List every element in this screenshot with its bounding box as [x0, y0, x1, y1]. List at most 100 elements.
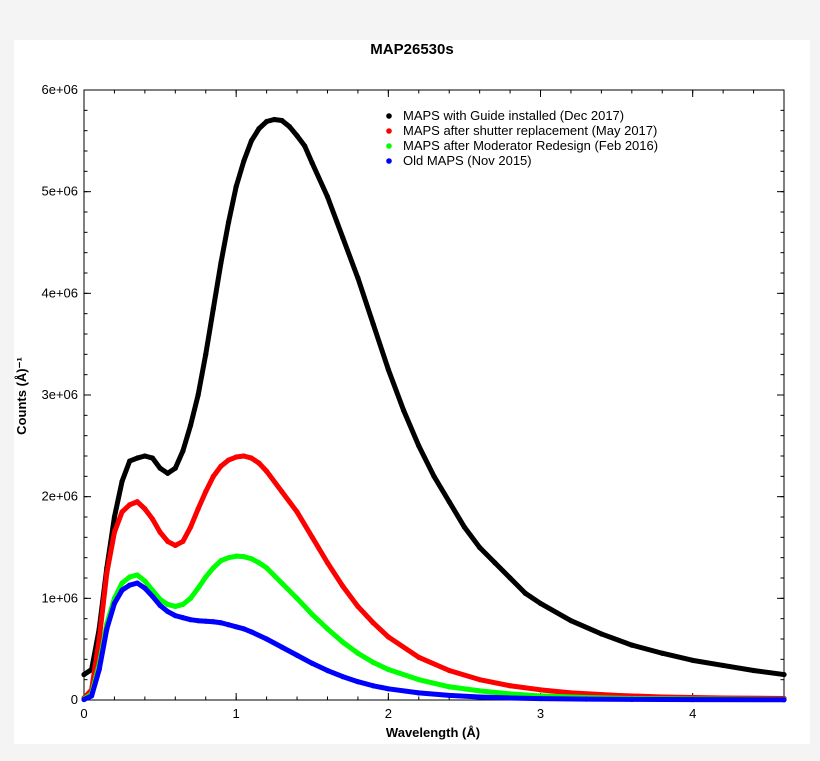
data-point	[157, 465, 163, 471]
data-point	[355, 679, 361, 685]
data-point	[750, 667, 757, 674]
data-point	[264, 118, 270, 125]
chart-frame: MAP26530s 0 1 2 3 4 0 1e+06 2e+06 3e+06 4e+06 5e+…	[14, 40, 810, 744]
data-point	[370, 659, 376, 665]
data-point	[690, 696, 696, 703]
series-line	[81, 553, 787, 702]
data-point	[537, 695, 544, 702]
y-tick-label: 4e+06	[41, 285, 78, 300]
data-point	[218, 558, 224, 564]
x-tick-label: 2	[385, 706, 392, 721]
data-point	[477, 677, 483, 683]
data-point	[89, 693, 95, 699]
data-point	[165, 601, 171, 608]
data-point	[218, 260, 224, 266]
data-point	[210, 565, 216, 571]
x-tick-label: 1	[233, 706, 240, 721]
data-point	[309, 534, 315, 540]
legend-label: MAPS after shutter replacement (May 2017…	[403, 123, 657, 138]
data-point	[127, 574, 133, 580]
data-point	[134, 572, 140, 578]
data-point	[324, 194, 331, 200]
legend-marker	[386, 158, 392, 164]
data-point	[180, 448, 186, 454]
series-0	[81, 116, 787, 678]
data-point	[385, 686, 391, 692]
data-point	[294, 652, 300, 658]
data-point	[690, 657, 696, 663]
data-point	[370, 683, 376, 689]
data-point	[537, 687, 544, 693]
data-point	[355, 275, 361, 281]
data-point	[142, 506, 148, 512]
data-point	[416, 443, 422, 449]
data-point	[264, 565, 270, 571]
legend-label: MAPS after Moderator Redesign (Feb 2016)	[403, 138, 658, 153]
data-point	[461, 524, 468, 530]
data-point	[309, 160, 315, 166]
data-point	[96, 636, 102, 642]
data-point	[507, 691, 513, 697]
data-point	[111, 514, 118, 520]
data-point	[279, 117, 285, 124]
data-point	[385, 366, 391, 373]
data-point	[104, 626, 110, 632]
data-point	[781, 671, 787, 678]
data-point	[187, 595, 194, 601]
data-point	[781, 697, 787, 703]
data-point	[522, 590, 528, 596]
data-point	[241, 158, 247, 164]
legend-marker	[386, 113, 392, 119]
y-tick-label: 6e+06	[41, 82, 78, 97]
data-point	[568, 618, 574, 624]
data-point	[172, 465, 178, 471]
data-point	[264, 468, 270, 474]
data-point	[279, 488, 285, 495]
data-point	[477, 688, 483, 694]
series-2	[81, 553, 787, 703]
data-point	[720, 662, 726, 669]
data-point	[218, 463, 224, 469]
data-point	[340, 583, 346, 589]
y-axis: 0 1e+06 2e+06 3e+06 4e+06 5e+06 6e+06	[41, 82, 784, 707]
plot-border	[83, 89, 785, 701]
data-point	[446, 684, 452, 690]
data-point	[180, 615, 186, 621]
data-point	[241, 626, 247, 632]
data-point	[165, 470, 171, 476]
data-point	[477, 544, 483, 551]
data-point	[340, 639, 346, 645]
data-point	[172, 542, 178, 549]
data-point	[248, 556, 254, 562]
data-point	[119, 587, 125, 593]
data-point	[248, 629, 254, 635]
data-point	[127, 502, 133, 508]
data-point	[172, 603, 178, 610]
data-point	[568, 690, 574, 696]
data-point	[187, 617, 194, 623]
data-point	[233, 183, 239, 190]
data-point	[180, 601, 186, 608]
data-point	[355, 650, 361, 656]
series-3	[81, 580, 787, 703]
data-point	[233, 624, 239, 630]
plot-area	[83, 89, 785, 701]
x-axis-title: Wavelength (Å)	[386, 725, 480, 740]
data-point	[187, 524, 194, 530]
data-point	[324, 667, 331, 674]
data-point	[256, 460, 262, 466]
data-point	[446, 499, 452, 505]
data-point	[111, 529, 118, 535]
data-point	[195, 506, 201, 512]
data-point	[279, 580, 285, 586]
data-point	[165, 538, 171, 544]
data-point	[241, 453, 247, 459]
data-point	[492, 560, 498, 566]
data-point	[507, 695, 513, 701]
data-point	[142, 578, 148, 584]
series-line	[81, 116, 787, 678]
data-point	[96, 666, 102, 673]
data-point	[340, 674, 346, 680]
data-point	[119, 509, 125, 515]
data-point	[416, 690, 422, 696]
